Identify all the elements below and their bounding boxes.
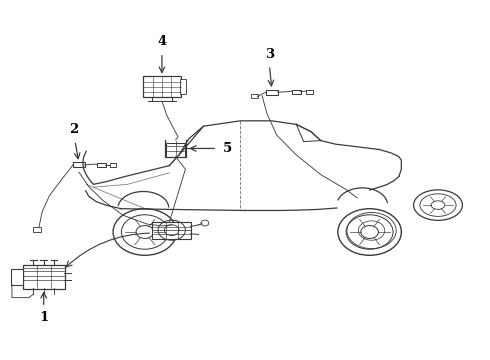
FancyBboxPatch shape xyxy=(33,227,41,231)
Text: 2: 2 xyxy=(70,122,78,135)
FancyBboxPatch shape xyxy=(143,76,181,97)
FancyBboxPatch shape xyxy=(97,163,106,167)
FancyBboxPatch shape xyxy=(23,265,65,289)
FancyBboxPatch shape xyxy=(251,94,258,98)
FancyBboxPatch shape xyxy=(166,143,185,157)
FancyBboxPatch shape xyxy=(110,163,117,167)
Text: 1: 1 xyxy=(39,311,49,324)
FancyBboxPatch shape xyxy=(266,90,278,95)
FancyBboxPatch shape xyxy=(73,162,85,167)
Text: 4: 4 xyxy=(157,35,167,48)
FancyBboxPatch shape xyxy=(292,90,301,94)
Text: 3: 3 xyxy=(265,48,274,60)
FancyBboxPatch shape xyxy=(152,222,191,239)
Text: 5: 5 xyxy=(222,142,232,155)
FancyBboxPatch shape xyxy=(306,90,313,94)
FancyBboxPatch shape xyxy=(11,269,23,285)
FancyBboxPatch shape xyxy=(180,79,186,94)
